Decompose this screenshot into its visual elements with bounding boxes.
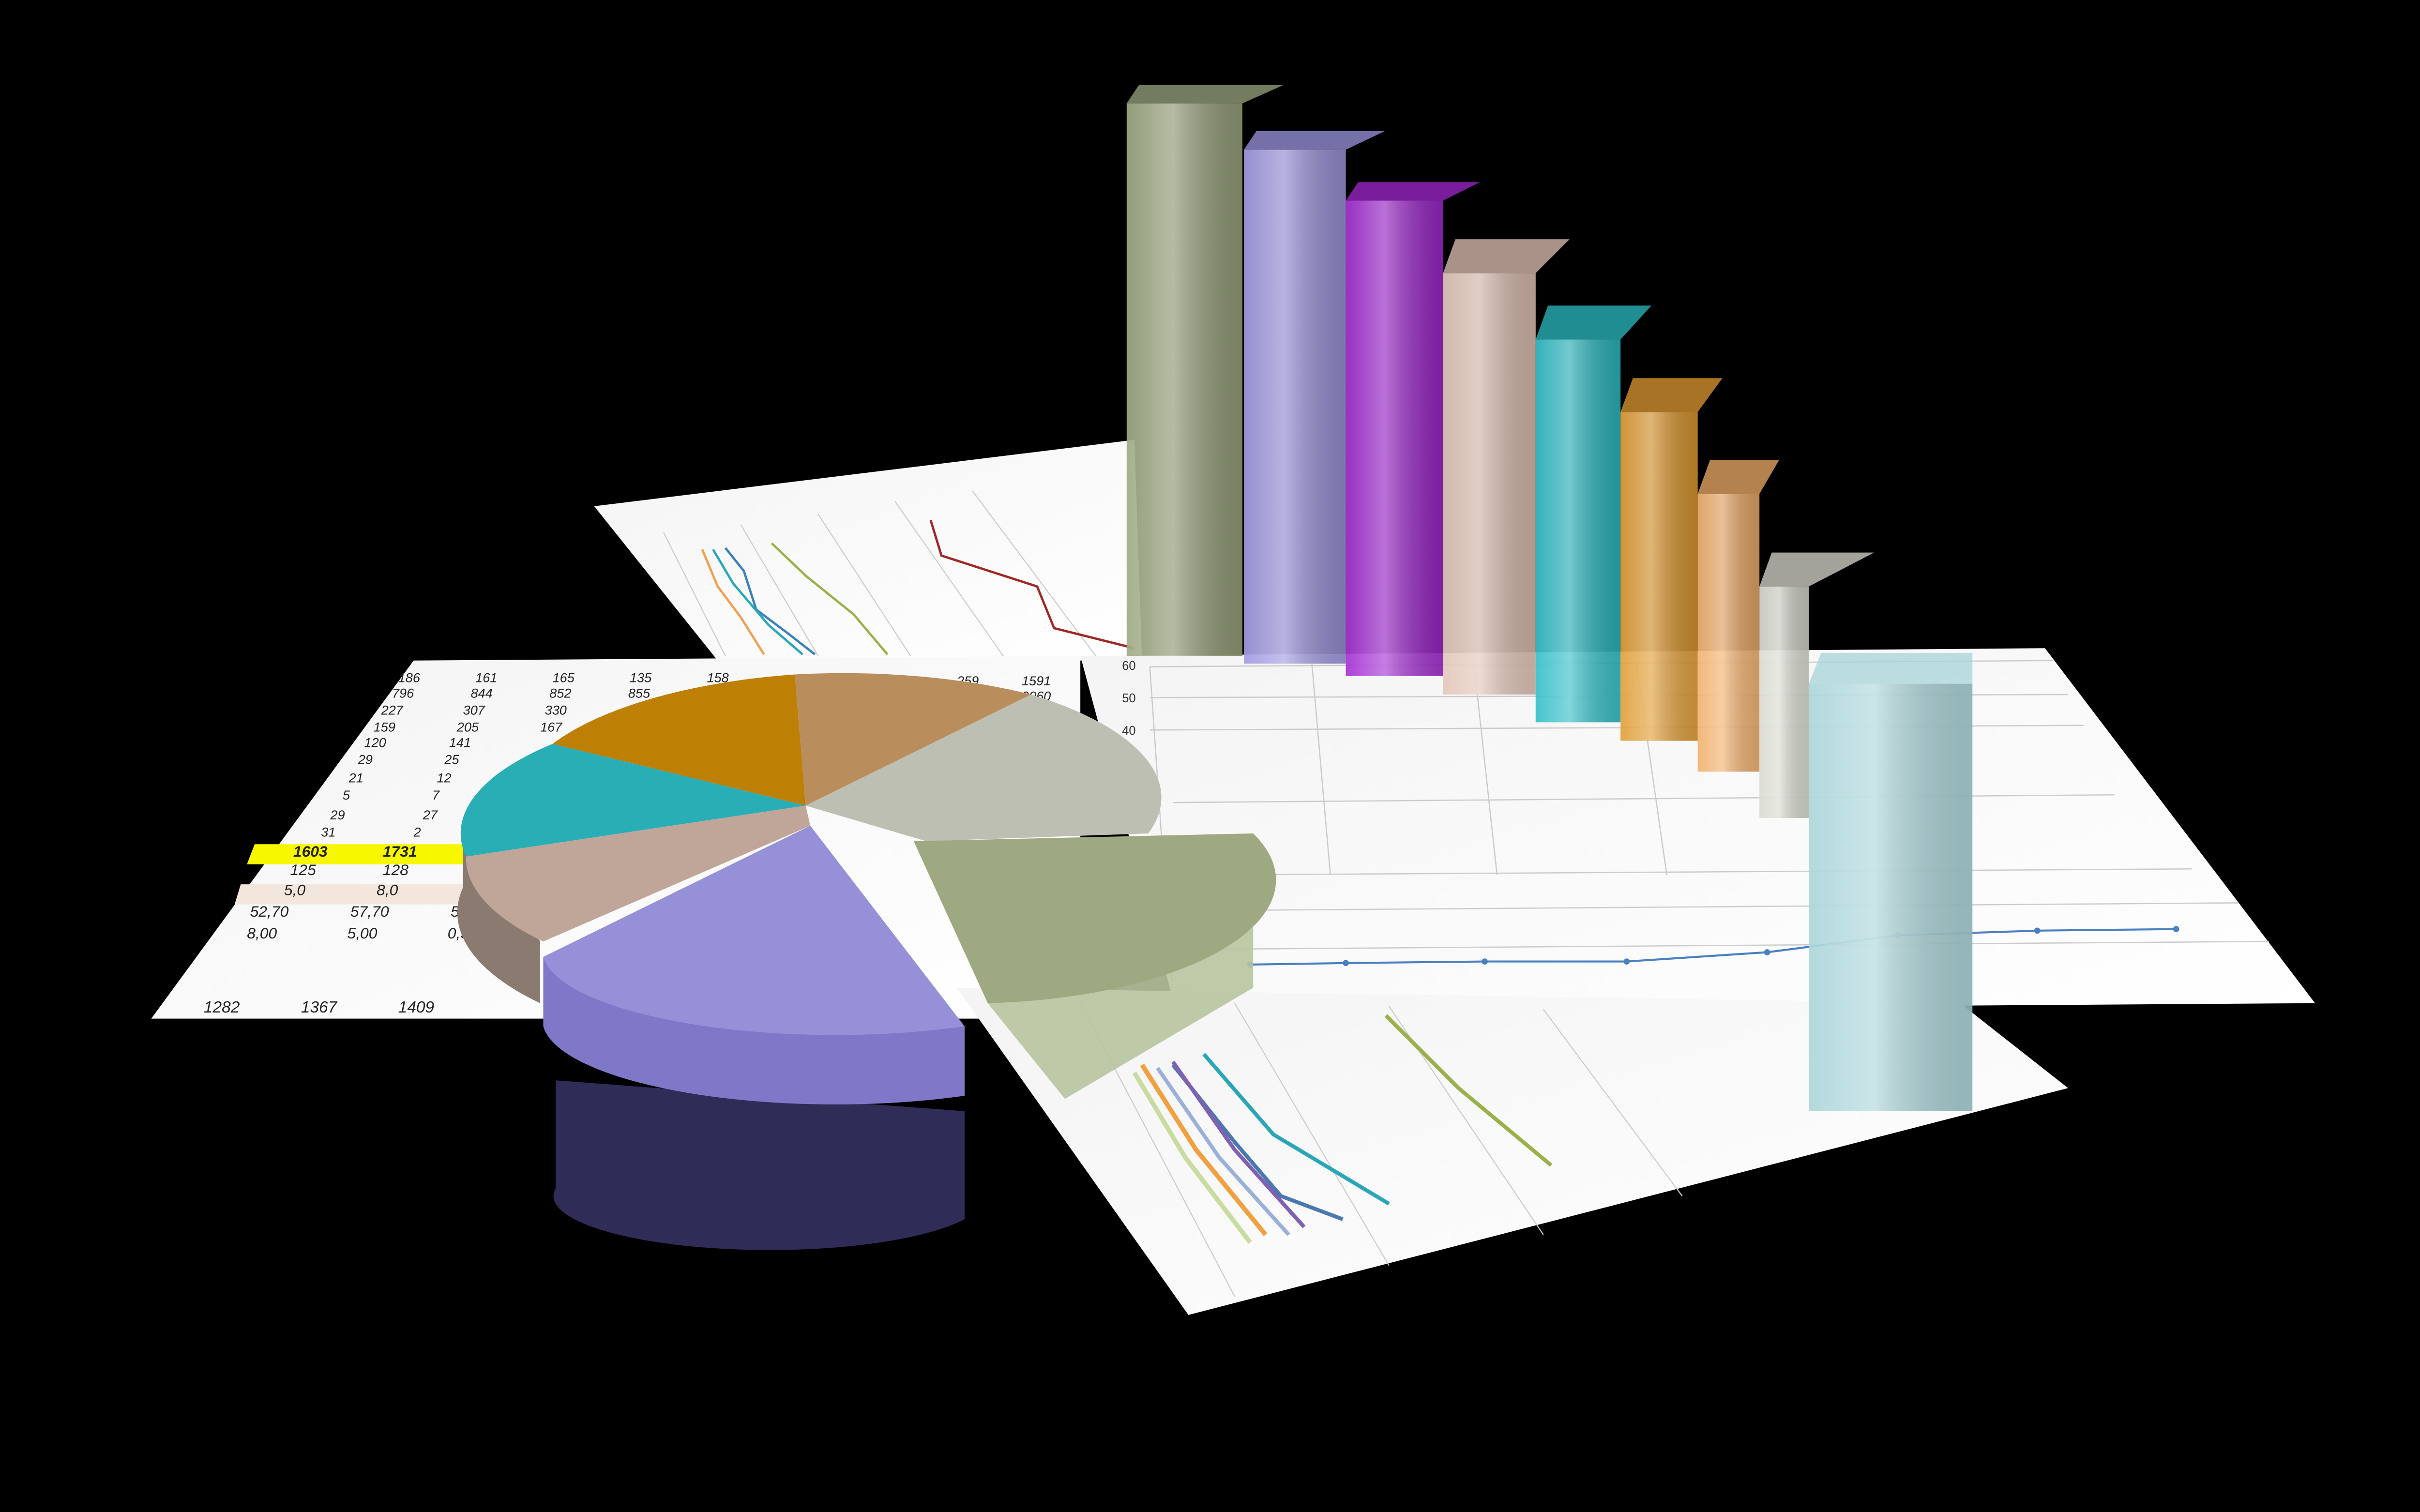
line-point [1623,958,1630,965]
bar-7 [1697,460,1780,772]
table-band-row [234,884,494,905]
bar-4 [1443,239,1570,695]
table-total-cell: 1409 [398,998,434,1016]
pie-slice-orange [552,674,806,806]
table-cell: 844 [471,685,493,700]
table-cell: 1591 [1022,673,1051,688]
table-cell: 25 [444,752,459,767]
orange-series-line [701,549,765,655]
bar-5 [1535,305,1651,723]
table-total-cell: 1282 [204,998,240,1016]
table-cell: 120 [364,735,386,750]
line-point [1343,960,1349,967]
orange-series-line [1140,1063,1268,1237]
y-tick-60: 60 [1122,659,1135,673]
table-cell: 165 [553,670,575,685]
pie-slice-tan [795,673,1031,806]
teal-series-line [1202,1053,1390,1206]
table-cell: 5,0 [284,881,306,898]
table-cell: 31 [321,824,335,839]
line-point [2034,927,2041,934]
teal-series-line [712,548,803,655]
table-cell: 29 [358,752,373,767]
line-point [1482,958,1488,965]
table-cell: 161 [475,670,497,685]
table-cell: 52,70 [250,903,289,920]
table-cell: 227 [381,702,404,717]
blue-series-line [1250,928,2177,966]
table-cell: 8,00 [247,924,277,942]
table-cell: 8,0 [377,881,398,898]
table-cell: 57,70 [350,903,389,920]
paper-bottom-line-chart [957,987,2068,1315]
purple-series-line [1171,1060,1306,1228]
table-cell: 159 [374,719,395,734]
bar-8 [1759,552,1875,818]
table-cell: 796 [392,685,414,700]
pie-slice-lavender [543,825,965,1035]
green-series-line [1384,1014,1553,1167]
table-cell: 128 [383,861,408,878]
total-row-highlight [247,844,494,864]
table-total-cell: 1367 [301,998,338,1016]
pie-slice-green [913,833,1276,1003]
bar-6 [1620,378,1723,741]
table-cell: 855 [628,685,650,700]
table-cell: 5 [343,787,350,802]
line-point [2173,926,2179,933]
table-cell: 205 [456,719,479,734]
table-cell: 167 [540,719,562,734]
pie-slice-beige [466,805,811,942]
bar-2 [1244,131,1385,664]
table-cell: 135 [630,670,652,685]
paper-line-chart: 60 50 40 [1080,648,2315,1011]
table-cell: 5,00 [347,924,377,942]
table-cell: 125 [290,861,316,878]
light-blue-series-line [1156,1067,1290,1236]
bar-1 [1126,85,1284,656]
bar-9 [1809,652,1973,1111]
pie-reflection [553,1080,965,1250]
light-green-series-line [1132,1071,1252,1244]
table-cell: 852 [549,685,571,700]
table-cell: 12 [437,771,451,786]
table-cell: 29 [330,807,345,822]
table-cell: 307 [463,702,485,717]
3d-pie-chart [457,673,1276,1250]
red-series-line [929,519,1135,650]
bar-3 [1346,182,1481,676]
table-cell: 1603 [293,843,328,860]
paper-small-line-chart [594,439,1142,661]
line-point [1764,949,1770,955]
pie-slice-teal [460,743,806,857]
y-tick-50: 50 [1122,692,1135,705]
table-cell: 186 [398,670,421,685]
table-cell: 330 [545,702,567,717]
table-cell: 27 [423,807,438,822]
y-tick-40: 40 [1122,724,1135,738]
table-cell: 1731 [383,843,417,860]
table-cell: 21 [348,771,363,786]
3d-bar-chart [1126,85,1973,1111]
table-cell: 7 [432,787,440,802]
table-cell: 141 [449,735,471,750]
pie-slice-gray [805,694,1162,841]
green-series-line [771,542,889,655]
table-cell: 2 [413,824,421,839]
